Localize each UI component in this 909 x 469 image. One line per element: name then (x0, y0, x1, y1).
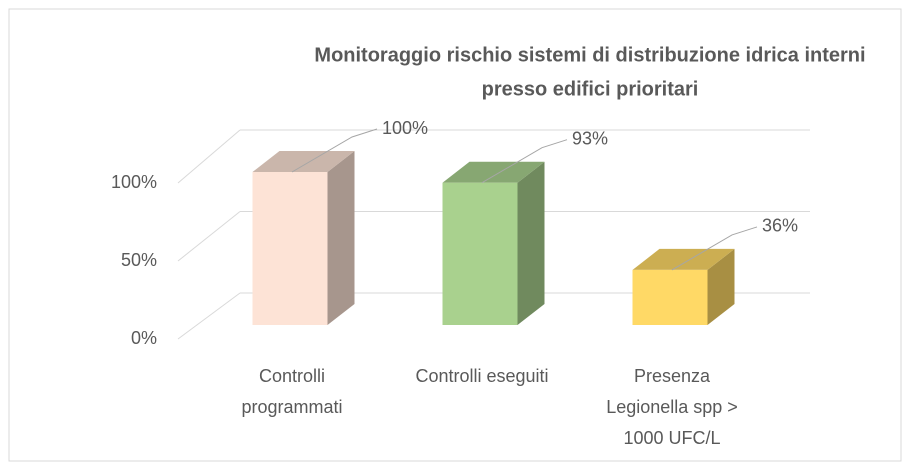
bar-top (252, 151, 355, 172)
bar-side (707, 248, 735, 325)
x-tick-label: Legionella spp > (606, 397, 738, 417)
bar (252, 172, 328, 325)
y-tick-label: 100% (111, 172, 157, 192)
data-label: 93% (572, 128, 608, 148)
bar-top (632, 248, 735, 270)
leader-line (291, 128, 378, 173)
x-tick-label: programmati (241, 397, 342, 417)
data-label: 36% (762, 216, 798, 236)
x-tick-label: Presenza (634, 366, 711, 386)
bar-top (442, 161, 545, 183)
leader-line (481, 139, 568, 184)
bar (442, 182, 518, 325)
x-tick-label: Controlli eseguiti (415, 366, 548, 386)
x-tick-label: 1000 UFC/L (623, 428, 720, 448)
grid-line (177, 129, 241, 184)
y-tick-label: 0% (131, 328, 157, 348)
leader-line (671, 226, 758, 271)
x-tick-label: Controlli (259, 366, 325, 386)
bar-side (327, 151, 355, 325)
chart-title: presso edifici prioritari (482, 78, 699, 100)
grid-line (177, 211, 241, 262)
bar (632, 269, 708, 325)
grid-line (177, 292, 241, 340)
data-label: 100% (382, 118, 428, 138)
bar-side (517, 161, 545, 325)
y-tick-label: 50% (121, 250, 157, 270)
chart-title: Monitoraggio rischio sistemi di distribu… (314, 44, 865, 66)
